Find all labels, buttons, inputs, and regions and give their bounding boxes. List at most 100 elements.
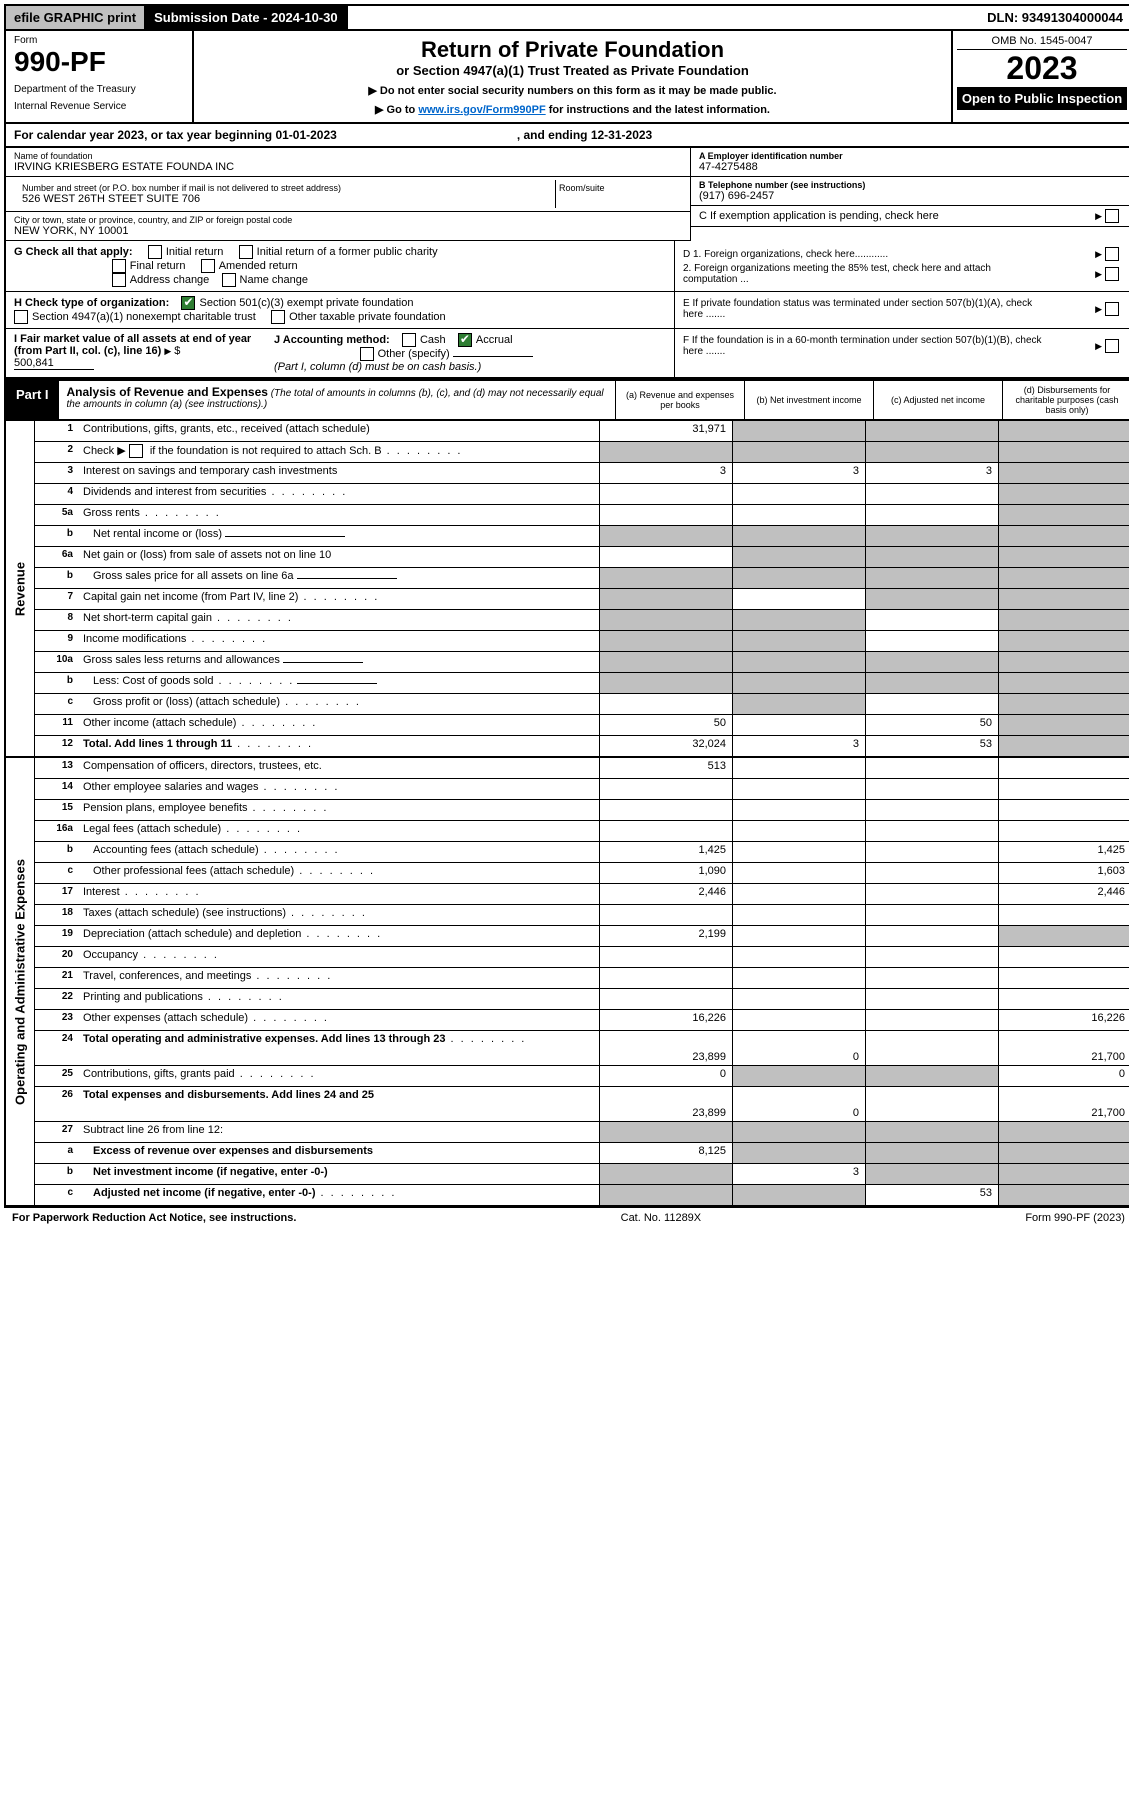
line-7: Capital gain net income (from Part IV, l… xyxy=(79,589,599,609)
ij-row: I Fair market value of all assets at end… xyxy=(4,329,1129,379)
chk-initial[interactable] xyxy=(148,245,162,259)
h-row: H Check type of organization: Section 50… xyxy=(4,292,1129,329)
line-13: Compensation of officers, directors, tru… xyxy=(79,758,599,778)
line-27a: Excess of revenue over expenses and disb… xyxy=(79,1143,599,1163)
cal-pre: For calendar year 2023, or tax year begi… xyxy=(14,128,337,142)
efile-label[interactable]: efile GRAPHIC print xyxy=(6,6,146,29)
line-10a: Gross sales less returns and allowances xyxy=(79,652,599,672)
line-20: Occupancy xyxy=(79,947,599,967)
expenses-grid: Operating and Administrative Expenses 13… xyxy=(4,758,1129,1207)
top-bar: efile GRAPHIC print Submission Date - 20… xyxy=(4,4,1129,31)
line-8: Net short-term capital gain xyxy=(79,610,599,630)
line-27c: Adjusted net income (if negative, enter … xyxy=(79,1185,599,1205)
op-admin-vlabel: Operating and Administrative Expenses xyxy=(13,859,28,1105)
line-4: Dividends and interest from securities xyxy=(79,484,599,504)
tel-label: B Telephone number (see instructions) xyxy=(699,180,865,190)
j-note: (Part I, column (d) must be on cash basi… xyxy=(274,361,481,373)
chk-final[interactable] xyxy=(112,259,126,273)
line-5a: Gross rents xyxy=(79,505,599,525)
line-1: Contributions, gifts, grants, etc., rece… xyxy=(79,421,599,441)
d2-checkbox[interactable] xyxy=(1105,267,1119,281)
form-word: Form xyxy=(14,35,184,46)
tel-value: (917) 696-2457 xyxy=(699,190,1123,202)
d2-label: 2. Foreign organizations meeting the 85%… xyxy=(683,263,1043,285)
g-row: G Check all that apply: Initial return I… xyxy=(4,241,1129,292)
calendar-row: For calendar year 2023, or tax year begi… xyxy=(4,124,1129,148)
name-label: Name of foundation xyxy=(14,151,682,161)
chk-cash[interactable] xyxy=(402,333,416,347)
part1-title: Analysis of Revenue and Expenses xyxy=(67,385,268,399)
line-2: Check ▶ if the foundation is not require… xyxy=(79,442,599,462)
chk-initial-former[interactable] xyxy=(239,245,253,259)
line-15: Pension plans, employee benefits xyxy=(79,800,599,820)
i-label: I Fair market value of all assets at end… xyxy=(14,333,251,357)
form-header: Form 990-PF Department of the Treasury I… xyxy=(4,31,1129,124)
c-checkbox[interactable] xyxy=(1105,209,1119,223)
chk-accrual[interactable] xyxy=(458,333,472,347)
footer-left: For Paperwork Reduction Act Notice, see … xyxy=(12,1212,296,1224)
line-17: Interest xyxy=(79,884,599,904)
chk-4947[interactable] xyxy=(14,310,28,324)
line-25: Contributions, gifts, grants paid xyxy=(79,1066,599,1086)
chk-name-change[interactable] xyxy=(222,273,236,287)
line-12: Total. Add lines 1 through 11 xyxy=(79,736,599,756)
cal-end: , and ending 12-31-2023 xyxy=(517,128,652,142)
chk-other-taxable[interactable] xyxy=(271,310,285,324)
revenue-grid: Revenue 1Contributions, gifts, grants, e… xyxy=(4,421,1129,758)
dln: DLN: 93491304000044 xyxy=(979,6,1129,29)
line-10c: Gross profit or (loss) (attach schedule) xyxy=(79,694,599,714)
chk-501c3[interactable] xyxy=(181,296,195,310)
line-5b: Net rental income or (loss) xyxy=(79,526,599,546)
open-to-public: Open to Public Inspection xyxy=(957,87,1127,110)
form-subtitle: or Section 4947(a)(1) Trust Treated as P… xyxy=(200,63,945,78)
dept-treasury: Department of the Treasury xyxy=(14,84,184,95)
footer-right: Form 990-PF (2023) xyxy=(1025,1212,1125,1224)
f-label: F If the foundation is in a 60-month ter… xyxy=(683,335,1043,357)
line-23: Other expenses (attach schedule) xyxy=(79,1010,599,1030)
j-label: J Accounting method: xyxy=(274,334,390,346)
instr-ssn: ▶ Do not enter social security numbers o… xyxy=(200,84,945,97)
form990pf-link[interactable]: www.irs.gov/Form990PF xyxy=(418,104,545,116)
chk-other-method[interactable] xyxy=(360,347,374,361)
line-16a: Legal fees (attach schedule) xyxy=(79,821,599,841)
h-label: H Check type of organization: xyxy=(14,297,169,309)
e-checkbox[interactable] xyxy=(1105,302,1119,316)
line-24: Total operating and administrative expen… xyxy=(79,1031,599,1065)
line-27b: Net investment income (if negative, ente… xyxy=(79,1164,599,1184)
i-value: 500,841 xyxy=(14,357,94,370)
col-c-hdr: (c) Adjusted net income xyxy=(873,381,1002,419)
line-3: Interest on savings and temporary cash i… xyxy=(79,463,599,483)
form-title: Return of Private Foundation xyxy=(200,37,945,63)
d1-checkbox[interactable] xyxy=(1105,247,1119,261)
form-number: 990-PF xyxy=(14,46,184,78)
line-14: Other employee salaries and wages xyxy=(79,779,599,799)
col-a-hdr: (a) Revenue and expenses per books xyxy=(615,381,744,419)
line-27: Subtract line 26 from line 12: xyxy=(79,1122,599,1142)
line-16c: Other professional fees (attach schedule… xyxy=(79,863,599,883)
line-21: Travel, conferences, and meetings xyxy=(79,968,599,988)
line-18: Taxes (attach schedule) (see instruction… xyxy=(79,905,599,925)
part1-header: Part I Analysis of Revenue and Expenses … xyxy=(4,379,1129,421)
addr-label: Number and street (or P.O. box number if… xyxy=(22,183,547,193)
line-22: Printing and publications xyxy=(79,989,599,1009)
chk-addr-change[interactable] xyxy=(112,273,126,287)
foundation-name: IRVING KRIESBERG ESTATE FOUNDA INC xyxy=(14,161,682,173)
chk-amended[interactable] xyxy=(201,259,215,273)
part1-label: Part I xyxy=(6,381,59,419)
g-label: G Check all that apply: xyxy=(14,246,133,258)
d1-label: D 1. Foreign organizations, check here..… xyxy=(683,249,888,260)
col-d-hdr: (d) Disbursements for charitable purpose… xyxy=(1002,381,1129,419)
city-label: City or town, state or province, country… xyxy=(14,215,682,225)
f-checkbox[interactable] xyxy=(1105,339,1119,353)
line-16b: Accounting fees (attach schedule) xyxy=(79,842,599,862)
page-footer: For Paperwork Reduction Act Notice, see … xyxy=(4,1207,1129,1228)
room-label: Room/suite xyxy=(555,180,682,208)
line-6a: Net gain or (loss) from sale of assets n… xyxy=(79,547,599,567)
line-6b: Gross sales price for all assets on line… xyxy=(79,568,599,588)
submission-date: Submission Date - 2024-10-30 xyxy=(146,6,348,29)
e-label: E If private foundation status was termi… xyxy=(683,298,1043,320)
line-10b: Less: Cost of goods sold xyxy=(79,673,599,693)
line-11: Other income (attach schedule) xyxy=(79,715,599,735)
c-label: C If exemption application is pending, c… xyxy=(699,210,939,222)
chk-schb[interactable] xyxy=(129,444,143,458)
